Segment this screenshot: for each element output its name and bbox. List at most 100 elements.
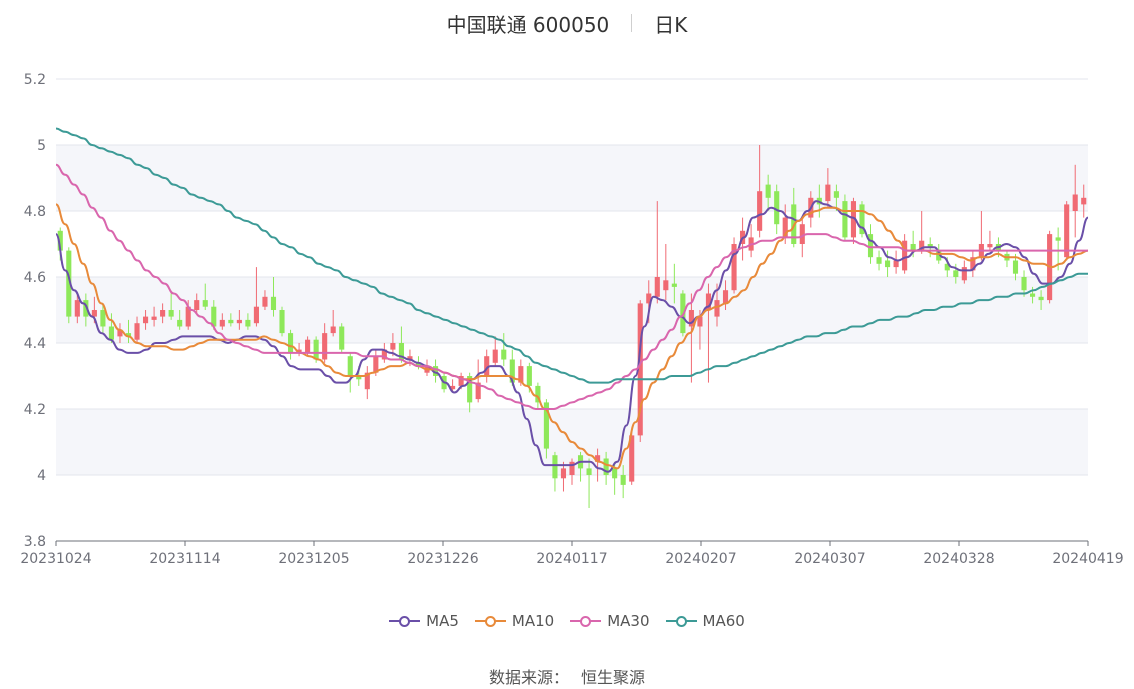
candle xyxy=(151,306,157,327)
candle-body xyxy=(876,257,882,264)
candle-body xyxy=(586,468,592,475)
candle-body xyxy=(859,204,865,235)
candle xyxy=(902,234,908,274)
candle-body xyxy=(885,260,891,268)
candle xyxy=(484,349,490,383)
candle xyxy=(219,313,225,330)
candle-body xyxy=(202,300,208,307)
series-line-ma30 xyxy=(55,163,1088,410)
candle xyxy=(987,230,993,251)
candle xyxy=(671,263,677,304)
candle-body xyxy=(663,280,669,291)
legend-item-ma10[interactable]: MA10 xyxy=(474,612,555,630)
candle-body xyxy=(595,455,601,462)
candle xyxy=(603,451,609,485)
candle-body xyxy=(492,349,498,363)
legend-item-ma30[interactable]: MA30 xyxy=(570,612,650,630)
candle xyxy=(842,194,848,241)
candle xyxy=(117,323,123,343)
candle xyxy=(270,277,277,317)
candle-body xyxy=(57,230,63,251)
candle-body xyxy=(867,234,874,258)
grid-band xyxy=(56,277,1088,343)
legend-label: MA5 xyxy=(426,612,459,630)
x-axis: 20231024 20231114 20231205 20231226 20240117… xyxy=(20,540,1124,567)
candle xyxy=(885,250,891,277)
y-tick-label: 4.6 xyxy=(24,270,46,286)
candle xyxy=(629,428,635,485)
x-tick-label: 20231226 xyxy=(407,551,478,567)
candle-body xyxy=(944,263,950,271)
legend-label: MA60 xyxy=(702,612,745,630)
candle xyxy=(569,458,575,485)
candle-body xyxy=(398,343,404,360)
candle xyxy=(876,250,882,271)
candle-body xyxy=(1021,277,1027,291)
candle xyxy=(961,260,967,284)
candle-body xyxy=(953,270,959,277)
candle-body xyxy=(432,366,439,376)
candle-body xyxy=(245,319,251,327)
candle-body xyxy=(142,316,149,324)
candle-body xyxy=(688,310,694,327)
x-tick-label: 20240117 xyxy=(536,551,607,567)
candle xyxy=(1055,227,1061,271)
candle-body xyxy=(671,283,677,287)
y-axis: 3.8 4 4.2 4.4 4.6 4.8 5 5.2 xyxy=(24,72,46,550)
candle xyxy=(245,313,251,330)
legend-item-ma60[interactable]: MA60 xyxy=(665,612,745,630)
candle-body xyxy=(185,306,191,327)
candle xyxy=(1004,250,1010,268)
legend-item-ma5[interactable]: MA5 xyxy=(389,612,459,630)
candle-body xyxy=(902,240,908,271)
candle-body xyxy=(765,184,771,198)
candle xyxy=(654,201,660,304)
x-tick-label: 20240207 xyxy=(665,551,736,567)
candle-body xyxy=(697,316,703,327)
candle-body xyxy=(100,310,106,327)
candle xyxy=(450,379,456,393)
candle xyxy=(339,323,345,353)
candle-body xyxy=(842,201,848,238)
candle-body xyxy=(450,385,456,390)
title-divider xyxy=(631,14,633,32)
candle xyxy=(1081,184,1087,218)
candle-body xyxy=(287,333,294,353)
candle-body xyxy=(501,349,507,360)
candle xyxy=(1012,253,1019,281)
candle-body xyxy=(305,339,311,353)
candle-body xyxy=(74,300,80,317)
candle xyxy=(893,250,899,274)
candle xyxy=(748,224,754,258)
candle-body xyxy=(339,326,345,350)
candle xyxy=(177,310,183,330)
candle xyxy=(586,458,592,508)
candle-body xyxy=(910,244,916,251)
grid-band xyxy=(56,145,1088,211)
candle-body xyxy=(415,362,422,367)
candle xyxy=(236,310,242,330)
candle-body xyxy=(219,319,225,327)
legend-label: MA10 xyxy=(511,612,555,630)
legend-marker-icon xyxy=(389,615,421,627)
candle-body xyxy=(407,356,413,360)
candle-body xyxy=(987,244,993,248)
candle-body xyxy=(526,366,532,386)
candle-body xyxy=(646,293,652,304)
candle-body xyxy=(151,316,157,320)
candle xyxy=(262,290,268,310)
legend-marker-icon xyxy=(665,615,697,627)
candle xyxy=(228,313,234,327)
x-tick-label: 20240307 xyxy=(794,551,865,567)
candle xyxy=(799,217,805,258)
x-tick-label: 20231205 xyxy=(278,551,349,567)
candle xyxy=(867,224,874,264)
candles xyxy=(57,145,1087,508)
grid-bands xyxy=(56,145,1088,475)
candle xyxy=(919,211,925,254)
candle xyxy=(722,280,729,310)
candle-body xyxy=(919,240,925,251)
candle-body xyxy=(961,267,967,281)
candle-body xyxy=(279,310,285,334)
x-tick-label: 20240419 xyxy=(1052,551,1123,567)
